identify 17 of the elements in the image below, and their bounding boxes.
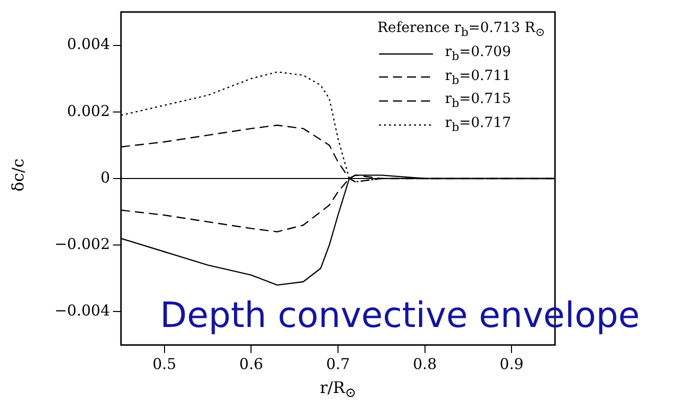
legend-label: r$_{b}$=0.717 [445,114,512,136]
y-tick-label: 0.004 [67,35,110,54]
legend-label: r$_{b}$=0.715 [445,90,512,112]
x-tick-label: 0.9 [500,354,524,373]
y-tick-label: 0 [100,168,110,186]
y-tick-label: −0.004 [54,302,110,320]
legend-title: Reference r$_{b}$=0.713 R$_{⊙}$ [377,19,545,41]
y-axis-title: δc/c [8,158,28,191]
x-tick-label: 0.6 [239,354,264,373]
x-tick-label: 0.7 [326,354,350,373]
y-tick-label: 0.002 [67,102,110,120]
x-tick-label: 0.8 [412,354,437,373]
y-tick-label: −0.002 [54,234,110,253]
x-axis-title: r/R$_{⊙}$ [320,378,356,402]
legend-label: r$_{b}$=0.709 [445,42,512,65]
x-tick-label: 0.5 [152,354,176,373]
legend-label: r$_{b}$=0.711 [445,66,512,88]
